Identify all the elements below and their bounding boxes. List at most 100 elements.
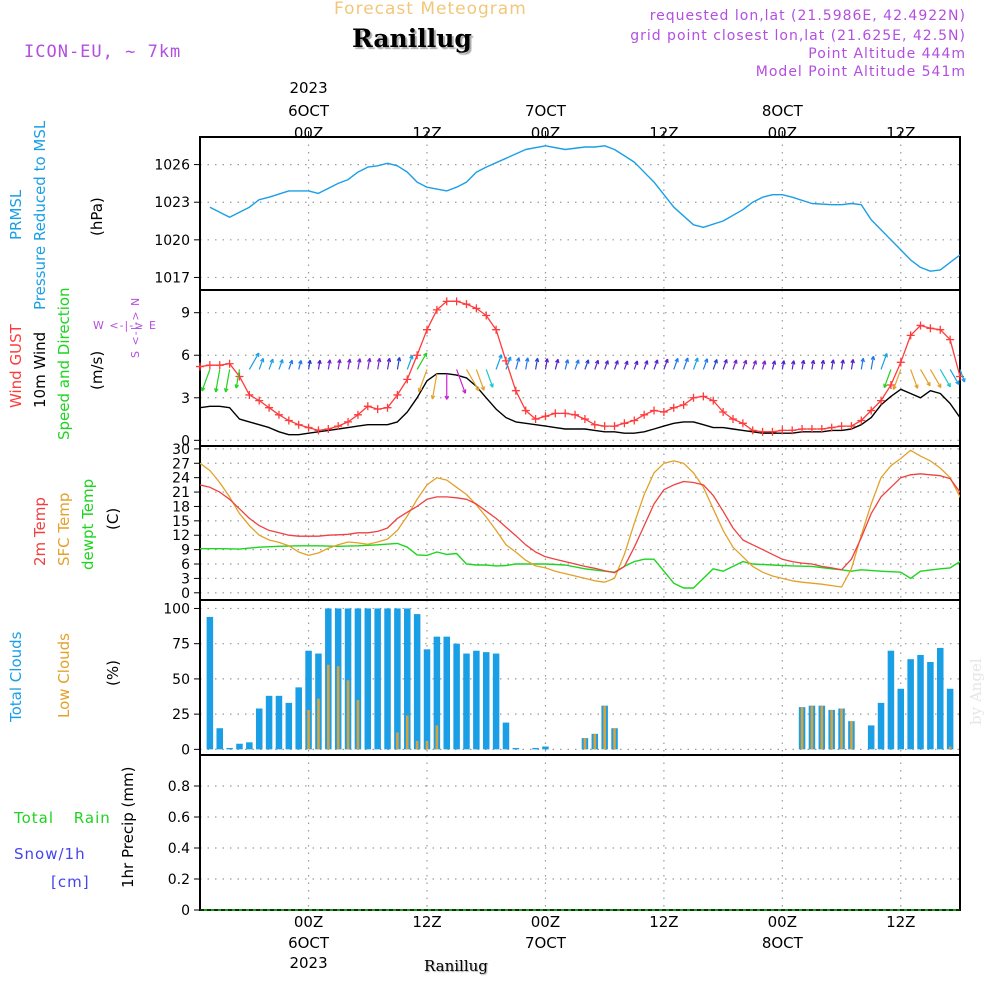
total-cloud-bar bbox=[305, 650, 312, 750]
model-altitude: Model Point Altitude 541m bbox=[755, 64, 966, 80]
wind-ytick-label: 6 bbox=[181, 348, 190, 364]
compass-ew: W <-|-> E bbox=[93, 319, 157, 332]
gust-marker bbox=[867, 406, 876, 415]
total-cloud-bar bbox=[512, 747, 520, 750]
bottom-time-label: 2023 bbox=[289, 954, 327, 972]
bottom-time-label: 6OCT bbox=[288, 934, 330, 952]
bottom-time-label: 12Z bbox=[649, 913, 678, 931]
wind-arrow bbox=[643, 360, 649, 370]
wind-arrow bbox=[347, 358, 352, 370]
wind-arrow bbox=[604, 360, 609, 370]
bottom-time-label: 00Z bbox=[531, 913, 560, 931]
temp-ytick-label: 15 bbox=[172, 514, 190, 530]
clouds-ytick-label: 25 bbox=[172, 707, 190, 723]
total-cloud-bar bbox=[206, 616, 214, 750]
low-cloud-bar bbox=[583, 738, 587, 750]
wind-arrow bbox=[880, 353, 888, 370]
wind-arrow bbox=[416, 352, 428, 370]
wind-arrow bbox=[406, 354, 414, 370]
gust-marker bbox=[906, 331, 915, 340]
gust-marker bbox=[679, 400, 688, 409]
total-cloud-bar bbox=[236, 743, 243, 750]
gust-marker bbox=[857, 416, 866, 425]
chart-title: Forecast Meteogram bbox=[334, 0, 527, 19]
wind-arrow bbox=[430, 373, 438, 400]
low-cloud-bar bbox=[593, 733, 597, 750]
total-cloud-bar bbox=[937, 647, 944, 750]
total-cloud-bar bbox=[897, 688, 905, 750]
low-cloud-bar bbox=[396, 732, 399, 750]
gust-marker bbox=[788, 426, 797, 435]
gust-marker bbox=[709, 396, 718, 405]
bottom-time-label: 00Z bbox=[294, 913, 323, 931]
total-cloud-bar bbox=[344, 608, 352, 750]
bottom-time-label: 12Z bbox=[412, 913, 441, 931]
clouds-frame bbox=[199, 599, 961, 756]
wind-arrow bbox=[386, 357, 392, 370]
wind-arrow bbox=[959, 369, 966, 383]
low-cloud-bar bbox=[820, 705, 824, 750]
total-cloud-bar bbox=[285, 702, 293, 750]
clouds-ytick-label: 75 bbox=[172, 637, 190, 653]
low-cloud-bar bbox=[603, 705, 606, 750]
gust-marker bbox=[669, 403, 678, 412]
total-cloud-bar bbox=[394, 608, 401, 750]
wind-arrow bbox=[663, 358, 669, 370]
gust-marker bbox=[274, 410, 283, 419]
low-cloud-bar bbox=[948, 746, 952, 750]
pressure-ytick-label: 1026 bbox=[154, 158, 190, 174]
wind-arrow bbox=[485, 369, 494, 388]
gust-marker bbox=[403, 375, 412, 384]
low-cloud-bar bbox=[327, 664, 330, 750]
wind-arrow bbox=[456, 369, 467, 394]
bottom-time-label: 00Z bbox=[768, 913, 797, 931]
wind-arrow bbox=[840, 359, 845, 370]
wind-arrow bbox=[949, 369, 960, 385]
sfc-temp-line bbox=[200, 449, 960, 588]
wind-arrow bbox=[929, 369, 942, 389]
wind-arrow bbox=[258, 357, 265, 370]
wind-arrow bbox=[248, 352, 260, 370]
precip-frame bbox=[199, 754, 961, 911]
gust-marker bbox=[728, 415, 737, 424]
total-cloud-bar bbox=[413, 614, 421, 750]
total-cloud-bar bbox=[492, 653, 500, 750]
total-cloud-bar bbox=[463, 653, 470, 750]
total-cloud-bar bbox=[917, 654, 924, 750]
gust-marker bbox=[373, 405, 382, 414]
wind-arrow bbox=[223, 369, 231, 393]
gust-marker bbox=[807, 424, 816, 433]
wind-arrow bbox=[465, 369, 480, 392]
wind-arrow bbox=[850, 359, 855, 370]
location-title: Ranillug bbox=[352, 24, 472, 53]
model-label: ICON-EU, ~ 7km bbox=[24, 42, 182, 62]
total-cloud-bar bbox=[384, 608, 391, 750]
wind-arrow bbox=[594, 359, 600, 370]
wind-arrow bbox=[761, 360, 767, 370]
wind-arrow bbox=[860, 357, 865, 370]
pressure-ytick-label: 1023 bbox=[154, 195, 190, 211]
low-cloud-bar bbox=[346, 680, 350, 750]
wind-arrow bbox=[515, 357, 521, 370]
dewpt-line bbox=[200, 542, 960, 589]
total-cloud-bar bbox=[502, 722, 510, 750]
total-cloud-bar bbox=[423, 649, 431, 750]
gust-marker bbox=[817, 424, 826, 433]
wind-arrow bbox=[574, 359, 580, 370]
t2m-line bbox=[200, 473, 960, 574]
wind-arrow bbox=[327, 359, 332, 370]
gust-marker bbox=[650, 406, 659, 415]
temp-ytick-label: 12 bbox=[172, 528, 190, 544]
wind-arrow bbox=[870, 355, 876, 370]
top-time-label: 6OCT bbox=[288, 102, 330, 120]
low-cloud-bar bbox=[425, 740, 429, 750]
gust-marker bbox=[778, 426, 787, 435]
wind-arrow bbox=[712, 359, 718, 370]
wind-arrow bbox=[800, 359, 806, 370]
gust-marker bbox=[413, 351, 422, 360]
total-cloud-bar bbox=[453, 643, 460, 750]
pressure-ytick-label: 1020 bbox=[154, 233, 190, 249]
temp-ytick-label: 3 bbox=[181, 571, 190, 587]
wind-arrow bbox=[781, 360, 786, 370]
